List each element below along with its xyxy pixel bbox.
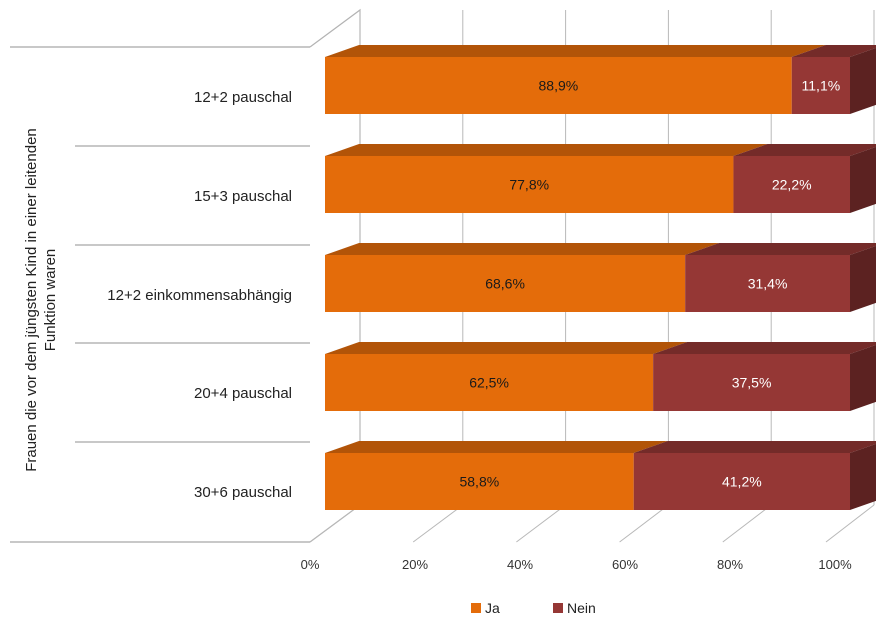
bar-segment-nein [733, 144, 876, 213]
value-labels: 88,9% 11,1% 77,8% 22,2% 68,6% 31,4% 62,5% 37,5%… [459, 78, 840, 490]
category-labels: 12+2 pauschal 15+3 pauschal 12+2 einkommen… [107, 89, 292, 501]
data-label: 37,5% [732, 375, 772, 391]
bar-segment-nein [791, 45, 876, 114]
floor-line [516, 504, 566, 543]
data-label: 58,8% [459, 474, 499, 490]
data-label: 88,9% [539, 78, 579, 94]
data-label: 11,1% [802, 78, 841, 94]
category-label: 15+3 pauschal [194, 188, 292, 205]
floor-line [309, 504, 361, 543]
category-label: 30+6 pauschal [194, 484, 292, 501]
legend-label: Ja [485, 600, 500, 616]
x-tick-label: 80% [717, 557, 743, 572]
bar-segment-ja [325, 243, 720, 312]
bar-segment-ja [325, 144, 768, 213]
category-label: 12+2 pauschal [194, 89, 292, 106]
x-tick-label: 40% [507, 557, 533, 572]
bar-segment-nein [685, 243, 876, 312]
data-label: 31,4% [748, 276, 788, 292]
data-label: 41,2% [722, 474, 762, 490]
x-tick-label: 20% [402, 557, 428, 572]
legend-item-nein: Nein [553, 600, 596, 616]
data-label: 22,2% [772, 177, 812, 193]
data-label: 77,8% [509, 177, 549, 193]
bar-segment-nein [633, 441, 876, 510]
legend-swatch [471, 603, 481, 613]
bar-segment-nein [653, 342, 876, 411]
data-label: 62,5% [469, 375, 509, 391]
bar-segment-ja [325, 45, 826, 114]
data-label: 68,6% [485, 276, 525, 292]
floor-line [722, 504, 772, 543]
floor-line [825, 504, 875, 543]
legend-swatch [553, 603, 563, 613]
x-tick-label: 0% [301, 557, 320, 572]
legend-label: Nein [567, 600, 596, 616]
bars [325, 45, 876, 510]
legend: Ja Nein [471, 600, 596, 616]
category-label: 20+4 pauschal [194, 385, 292, 402]
x-tick-labels: 0% 20% 40% 60% 80% 100% [301, 557, 852, 572]
bar-segment-ja [325, 342, 688, 411]
y-axis-title: Frauen die vor dem jüngsten Kind in eine… [23, 128, 59, 472]
legend-item-ja: Ja [471, 600, 500, 616]
floor-line [412, 504, 464, 543]
bar-segment-ja [325, 441, 668, 510]
category-label: 12+2 einkommensabhängig [107, 287, 292, 304]
floor-line [619, 504, 669, 543]
category-dividers [10, 46, 310, 543]
x-tick-label: 60% [612, 557, 638, 572]
x-tick-label: 100% [818, 557, 852, 572]
